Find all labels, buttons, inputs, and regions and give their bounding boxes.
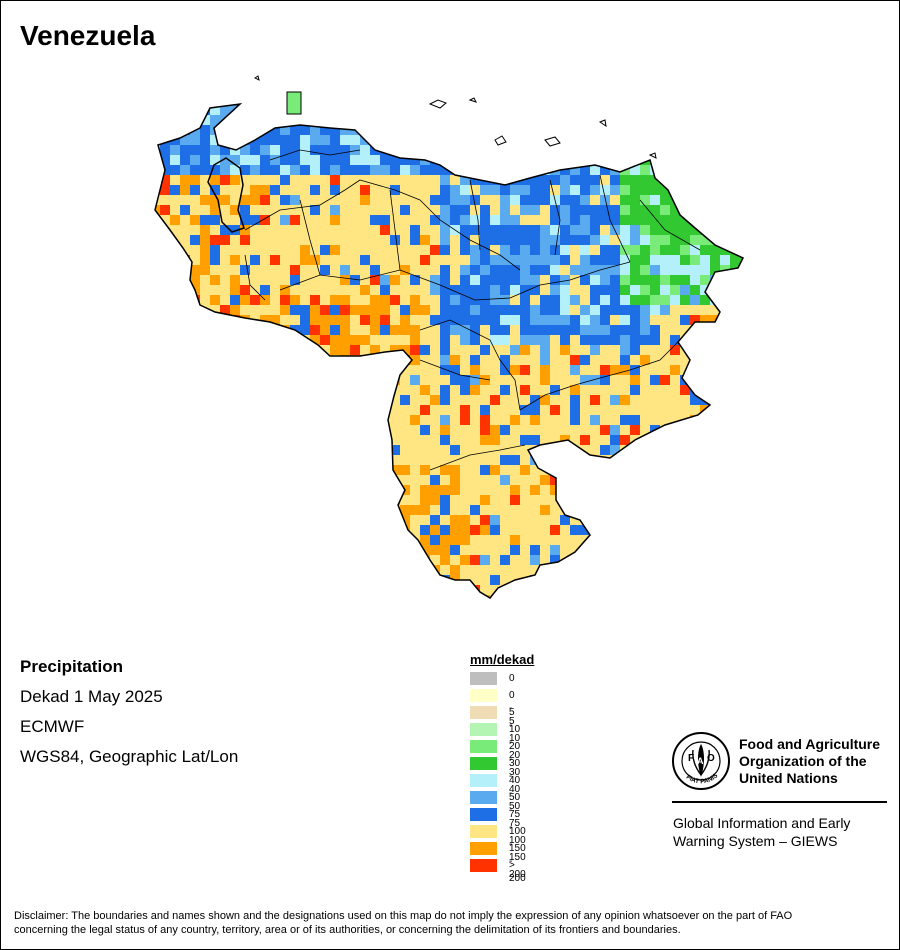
fao-name-line1: Food and Agriculture: [739, 736, 881, 752]
disclaimer-line2: concerning the legal status of any count…: [14, 924, 681, 936]
legend-swatch: [470, 859, 497, 872]
legend-swatch: [470, 825, 497, 838]
legend-label: 10 - 20: [509, 724, 521, 761]
svg-text:A: A: [697, 756, 704, 766]
disclaimer-line1: Disclaimer: The boundaries and names sho…: [14, 910, 793, 922]
legend-swatch: [470, 774, 497, 787]
legend-label: 5 - 10: [509, 707, 521, 744]
map-title: Venezuela: [20, 20, 156, 51]
precipitation-map: [154, 75, 744, 599]
legend-swatch: [470, 706, 497, 719]
fao-name: Food and Agriculture Organization of the…: [739, 736, 899, 787]
legend-swatch: [470, 689, 497, 702]
source-label: ECMWF: [20, 717, 85, 736]
island-cell: [286, 91, 302, 115]
legend-swatch: [470, 723, 497, 736]
period-label: Dekad 1 May 2025: [20, 687, 163, 706]
legend-swatch: [470, 842, 497, 855]
variable-label: Precipitation: [20, 657, 123, 676]
fao-logo-icon: F O A FIAT PANIS: [672, 732, 730, 790]
legend-swatch: [470, 791, 497, 804]
legend-label: 0 - 5: [509, 690, 515, 727]
legend-swatch: [470, 672, 497, 685]
legend-swatch: [470, 757, 497, 770]
disclaimer: Disclaimer: The boundaries and names sho…: [14, 909, 884, 937]
legend-label: 30 - 40: [509, 758, 521, 795]
svg-text:F: F: [688, 753, 694, 764]
legend-label: 75 - 100: [509, 809, 526, 846]
legend-label: 100 - 150: [509, 826, 526, 863]
legend-label: 20 - 30: [509, 741, 521, 778]
islands: [254, 75, 657, 159]
legend-label: 150 - 200: [509, 843, 526, 880]
legend-title: mm/dekad: [470, 652, 535, 667]
legend-label: 40 - 50: [509, 775, 521, 812]
legend-label: 50 - 75: [509, 792, 521, 829]
projection-label: WGS84, Geographic Lat/Lon: [20, 747, 239, 766]
legend-label: 0: [509, 673, 515, 684]
fao-name-line3: United Nations: [739, 770, 838, 786]
divider: [672, 801, 887, 803]
legend-swatch: [470, 808, 497, 821]
state-boundaries: [244, 149, 701, 471]
legend-swatch: [470, 740, 497, 753]
giews-line2: Warning System – GIEWS: [673, 833, 838, 849]
giews-line1: Global Information and Early: [673, 815, 851, 831]
svg-text:O: O: [707, 753, 715, 764]
giews-name: Global Information and Early Warning Sys…: [673, 814, 893, 850]
legend-label: > 200: [509, 860, 526, 884]
fao-name-line2: Organization of the: [739, 753, 867, 769]
